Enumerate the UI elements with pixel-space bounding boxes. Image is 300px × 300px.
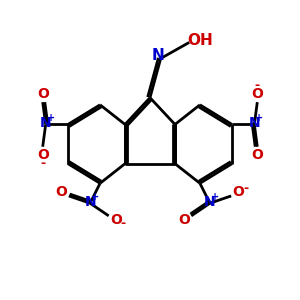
Text: O: O — [251, 148, 263, 162]
Text: +: + — [255, 113, 263, 123]
Text: N: N — [84, 195, 96, 209]
Text: N: N — [152, 48, 164, 63]
Text: N: N — [40, 116, 52, 130]
Text: N: N — [248, 116, 260, 130]
Text: +: + — [91, 192, 99, 202]
Text: O: O — [110, 213, 122, 226]
Text: -: - — [40, 157, 45, 169]
Text: -: - — [121, 217, 126, 230]
Text: +: + — [211, 192, 219, 202]
Text: -: - — [243, 182, 248, 195]
Text: O: O — [251, 87, 263, 101]
Text: N: N — [204, 195, 216, 209]
Text: +: + — [47, 113, 55, 123]
Text: -: - — [255, 79, 260, 92]
Text: O: O — [233, 185, 244, 199]
Text: OH: OH — [187, 33, 212, 48]
Text: O: O — [37, 148, 49, 162]
Text: O: O — [56, 185, 67, 199]
Text: O: O — [37, 87, 49, 101]
Text: O: O — [178, 213, 190, 226]
